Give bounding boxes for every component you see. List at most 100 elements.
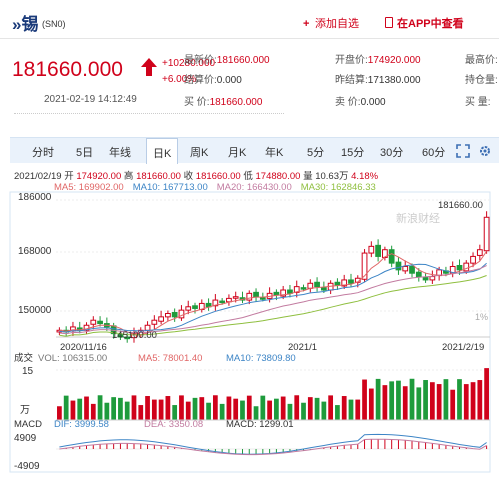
tab-6[interactable]: 年K [265, 147, 284, 159]
candle-body [395, 261, 402, 271]
add-watchlist-button[interactable]: + 添加自选 [303, 18, 359, 30]
candle-body [300, 287, 307, 290]
volume-bar [260, 395, 266, 420]
candle-body [422, 277, 429, 281]
candle-body [409, 266, 415, 274]
candle-body [314, 281, 320, 288]
change-percent: +6.00% [162, 74, 197, 85]
quote-field: 卖 价:0.000 [335, 93, 386, 108]
x-tick-label: 2020/11/16 [60, 342, 107, 353]
candle-body [185, 306, 192, 311]
tab-1[interactable]: 5日 [76, 147, 94, 159]
tab-5[interactable]: 月K [228, 147, 247, 159]
macd-dea: DEA: 3350.08 [144, 419, 203, 430]
volume-bar [158, 399, 164, 420]
quote-field-value: 181660.000 [209, 97, 263, 108]
tab-0[interactable]: 分时 [32, 147, 54, 159]
volume-bar [240, 400, 245, 420]
open-in-app-button[interactable]: 在APP中查看 [385, 15, 464, 31]
volume-bar [57, 406, 62, 420]
quote-field-label: 最新价: [184, 55, 217, 66]
volume-bar [335, 405, 340, 420]
settings-icon[interactable] [478, 144, 492, 158]
quote-field: 昨结算:171380.000 [335, 71, 421, 86]
volume-bar [409, 378, 415, 420]
tab-4[interactable]: 周K [190, 147, 209, 159]
tab-10[interactable]: 60分 [422, 147, 446, 159]
candle-body [415, 271, 422, 278]
tab-9[interactable]: 30分 [380, 147, 404, 159]
volume-bar [429, 382, 435, 420]
candle-body [90, 319, 97, 325]
candle-body [375, 244, 381, 257]
change-value: +10280.000 [162, 58, 216, 69]
candle-body [341, 279, 348, 287]
pct-label: 1% [475, 312, 488, 322]
volume-bar [287, 403, 293, 420]
volume-bar [470, 382, 476, 420]
plus-icon: + [303, 18, 310, 30]
quote-time: 2021-02-19 14:12:49 [44, 94, 137, 105]
volume-bar [389, 381, 395, 420]
candle-body [171, 311, 178, 318]
tab-3[interactable]: 日K [146, 138, 179, 164]
candle-body [463, 262, 470, 272]
volume-label: 成交 [14, 352, 34, 364]
volume-bar [219, 403, 225, 420]
fullscreen-icon[interactable] [456, 144, 470, 158]
volume-bar [212, 395, 218, 420]
volume-bar [328, 395, 334, 420]
candle-body [470, 255, 476, 264]
ma5-line [59, 251, 488, 336]
candle-body [348, 279, 354, 284]
candle-body [273, 291, 280, 296]
header: »锡 (SN0) + 添加自选 在APP中查看 [0, 0, 499, 40]
volume-ma10: MA10: 73809.80 [226, 353, 296, 364]
volume-bar [294, 395, 300, 420]
ma-legend-item: MA20: 166430.00 [216, 182, 292, 193]
stock-code: (SN0) [42, 19, 66, 29]
volume-bar [341, 396, 347, 420]
quote-field-value: 0.000 [216, 75, 242, 86]
quote-field-label: 昨结算: [335, 75, 368, 86]
tab-2[interactable]: 年线 [109, 147, 131, 159]
candle-body [259, 297, 266, 300]
ma-legend-item: MA10: 167713.00 [132, 182, 208, 193]
volume-bar [97, 395, 103, 420]
candle-body [368, 245, 375, 254]
volume-bar [206, 402, 211, 420]
candle-body [388, 249, 395, 264]
volume-bar [165, 396, 171, 420]
volume-bar [402, 386, 408, 420]
candle-body [320, 287, 327, 291]
quote-field-label: 卖 价: [335, 97, 361, 108]
candle-body [483, 216, 490, 252]
quote-field: 最新价:181660.000 [184, 51, 270, 66]
volume-bar [226, 396, 232, 420]
volume-bar [77, 398, 83, 420]
candle-body [158, 316, 164, 322]
candle-body [361, 252, 368, 280]
candle-body [246, 292, 253, 301]
tab-8[interactable]: 15分 [341, 147, 365, 159]
quote-field-label: 最高价: [465, 55, 498, 66]
volume-bar [90, 403, 96, 420]
quote-field: 开盘价:174920.000 [335, 51, 421, 66]
candle-body [253, 291, 259, 298]
max-price-label: 181660.00 [438, 200, 483, 211]
candle-body [165, 313, 171, 318]
volume-bar [463, 384, 469, 420]
candle-body [151, 319, 158, 325]
quote-field: 买 量: [465, 93, 491, 108]
watermark: 新浪财经 [396, 211, 440, 225]
volume-bar [118, 397, 123, 420]
quote-field-label: 持仓量: [465, 75, 498, 86]
tab-7[interactable]: 5分 [307, 147, 325, 159]
volume-bar [321, 401, 327, 420]
volume-bar [484, 368, 489, 420]
min-price-label: 145100.00 [112, 330, 157, 341]
quote-field: 最高价: [465, 51, 498, 66]
candle-body [280, 289, 287, 297]
volume-bar [185, 401, 191, 420]
